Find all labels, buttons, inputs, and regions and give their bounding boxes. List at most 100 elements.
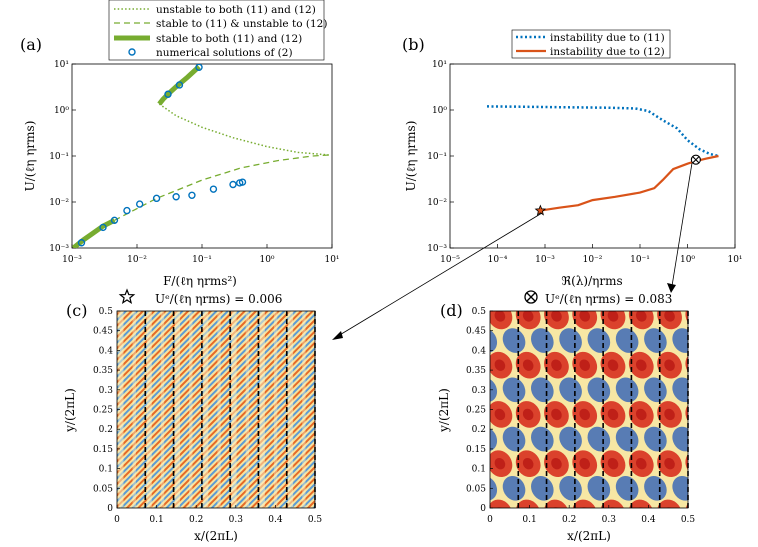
panel-b-legend: instability due to (11) instability due … <box>511 29 671 59</box>
numerical-point <box>172 193 180 201</box>
panel-c-label: (c) <box>66 301 87 320</box>
series-unstable-both <box>158 103 330 156</box>
panel-d-xtick-label: 0.2 <box>562 515 576 525</box>
panel-c-ytick-label: 0.2 <box>99 425 113 435</box>
legend-a-4: numerical solutions of (2) <box>156 47 293 59</box>
panel-d-heatmap <box>490 311 688 508</box>
panel-d-ticks: 0 0.1 0.2 0.3 0.4 0.5 0 0.05 0.1 0.15 0.2 0.25 0.3 0.… <box>466 307 695 525</box>
numerical-point <box>99 223 107 232</box>
panel-c: (c) Uᵉ/(ℓη ηrms) = 0.006 0 0.1 0.2 0.3 0.4 0.… <box>63 288 322 543</box>
panel-a-ylabel: U/(ℓη ηrms) <box>23 121 37 192</box>
panel-b-ytick-label: 10⁻² <box>427 198 447 208</box>
numerical-point <box>110 216 119 225</box>
panel-c-heatmap <box>117 311 315 508</box>
panel-d-ytick-label: 0.45 <box>466 327 486 337</box>
numerical-point <box>238 178 247 186</box>
numerical-point <box>123 206 131 215</box>
panel-a-xtick-label: 10⁻³ <box>62 255 82 265</box>
panel-d-xtick-label: 0.1 <box>522 515 536 525</box>
panel-a-xtick-label: 10⁰ <box>259 255 274 265</box>
arrow-head-d-icon <box>667 283 676 293</box>
panel-c-ytick-label: 0.4 <box>99 346 114 356</box>
panel-b-xtick-label: 10¹ <box>727 255 742 265</box>
panel-b-ylabel: U/(ℓη ηrms) <box>404 121 418 192</box>
panel-b-xtick-label: 10⁻³ <box>535 255 555 265</box>
legend-b-2: instability due to (12) <box>550 46 665 58</box>
numerical-point <box>135 200 144 208</box>
panel-a: (a) 10⁻³ 10⁻² 10⁻¹ 10⁰ 10¹ 10⁻³ 10⁻² 10⁻¹ 10⁰ 10¹… <box>20 0 340 288</box>
panel-a-ytick-label: 10⁻¹ <box>49 152 69 162</box>
panel-d-ytick-label: 0.25 <box>466 406 486 416</box>
panel-b-xtick-label: 10⁻⁵ <box>440 255 460 265</box>
panel-d-title-otimes-icon <box>524 290 538 304</box>
panel-a-ytick-label: 10⁻² <box>49 198 69 208</box>
panel-b-xtick-label: 10⁻¹ <box>630 255 650 265</box>
panel-b-xlabel: ℜ(λ)/ηrms <box>561 274 622 288</box>
panel-c-ytick-label: 0.45 <box>93 327 113 337</box>
panel-c-xlabel: x/(2πL) <box>194 529 238 543</box>
legend-a-1: unstable to both (11) and (12) <box>156 4 316 16</box>
series-stable-both-lower <box>72 218 116 248</box>
panel-b: (b) 10⁻⁵ 10⁻⁴ 10⁻³ 10⁻² 10⁻¹ 10⁰ 10¹10⁻³10⁻²10… <box>402 29 743 288</box>
numerical-point <box>209 185 218 193</box>
panel-d-ytick-label: 0.2 <box>472 425 486 435</box>
legend-a-3: stable to both (11) and (12) <box>156 33 302 45</box>
series-stable11-unstable12 <box>114 154 330 221</box>
panel-c-ytick-label: 0.25 <box>93 406 113 416</box>
panel-a-ytick-label: 10⁰ <box>54 106 69 116</box>
panel-d-xtick-label: 0 <box>487 515 493 525</box>
panel-d-ytick-label: 0.1 <box>472 465 486 475</box>
panel-d-title: Uᵉ/(ℓη ηrms) = 0.083 <box>545 292 672 306</box>
numerical-point <box>164 90 172 98</box>
panel-d-xtick-label: 0.3 <box>602 515 617 525</box>
series-instability-11 <box>486 105 719 158</box>
panel-c-ytick-label: 0 <box>107 504 113 514</box>
panel-c-xtick-label: 0.1 <box>149 515 163 525</box>
panel-c-ticks: 0 0.1 0.2 0.3 0.4 0.5 0 0.05 0.1 0.15 0.2 0.25 0.3 0.… <box>93 307 322 525</box>
panel-c-ytick-label: 0.5 <box>99 307 114 317</box>
panel-c-title-star-icon <box>118 288 136 305</box>
panel-d-ylabel: y/(2πL) <box>437 388 451 433</box>
panel-b-axes <box>449 63 736 249</box>
panel-b-label: (b) <box>402 35 425 54</box>
panel-a-xtick-label: 10¹ <box>324 255 339 265</box>
panel-b-xtick-label: 10⁰ <box>680 255 695 265</box>
numerical-point <box>188 191 196 199</box>
legend-b-1: instability due to (11) <box>550 32 665 44</box>
panel-d-ytick-label: 0.3 <box>472 386 487 396</box>
panel-c-xtick-label: 0.2 <box>189 515 203 525</box>
numerical-point <box>77 239 86 247</box>
panel-b-xtick-label: 10⁻² <box>583 255 603 265</box>
panel-c-xtick-label: 0.3 <box>229 515 244 525</box>
panel-d-xlabel: x/(2πL) <box>567 529 611 543</box>
panel-c-ytick-label: 0.1 <box>99 465 113 475</box>
series-numerical-solutions <box>77 64 247 247</box>
panel-d-xtick-label: 0.4 <box>641 515 656 525</box>
arrow-head-c-icon <box>332 331 343 340</box>
panel-c-ylabel: y/(2πL) <box>63 388 77 433</box>
panel-d-ytick-label: 0 <box>480 504 486 514</box>
panel-c-xtick-label: 0.5 <box>308 515 323 525</box>
panel-c-ytick-label: 0.05 <box>93 484 113 494</box>
numerical-point <box>152 194 161 203</box>
panel-b-ytick-label: 10⁻³ <box>427 244 447 254</box>
panel-d-xtick-label: 0.5 <box>681 515 696 525</box>
legend-a-2: stable to (11) & unstable to (12) <box>156 18 327 30</box>
panel-c-ytick-label: 0.15 <box>93 445 113 455</box>
numerical-point <box>175 81 184 89</box>
series-stable-both-upper <box>157 64 201 106</box>
star-marker-icon <box>534 204 547 216</box>
panel-b-ticks: 10⁻⁵ 10⁻⁴ 10⁻³ 10⁻² 10⁻¹ 10⁰ 10¹ 10⁻³ 10⁻² 10⁻¹ 10… <box>427 60 742 265</box>
panel-c-xtick-label: 0 <box>114 515 120 525</box>
panel-d-ytick-label: 0.05 <box>466 484 486 494</box>
panel-a-legend: unstable to both (11) and (12) stable to… <box>108 0 327 61</box>
panel-d-ytick-label: 0.4 <box>472 346 487 356</box>
panel-c-ytick-label: 0.35 <box>93 366 113 376</box>
panel-c-ytick-label: 0.3 <box>99 386 114 396</box>
panel-d: (d) Uᵉ/(ℓη ηrms) = 0.083 0 0.1 0.2 0.3 0.4 0.… <box>437 290 695 543</box>
panel-d-ytick-label: 0.5 <box>472 307 487 317</box>
panel-d-label: (d) <box>440 301 463 320</box>
panel-b-ytick-label: 10⁻¹ <box>427 152 447 162</box>
star-marker <box>534 204 547 216</box>
